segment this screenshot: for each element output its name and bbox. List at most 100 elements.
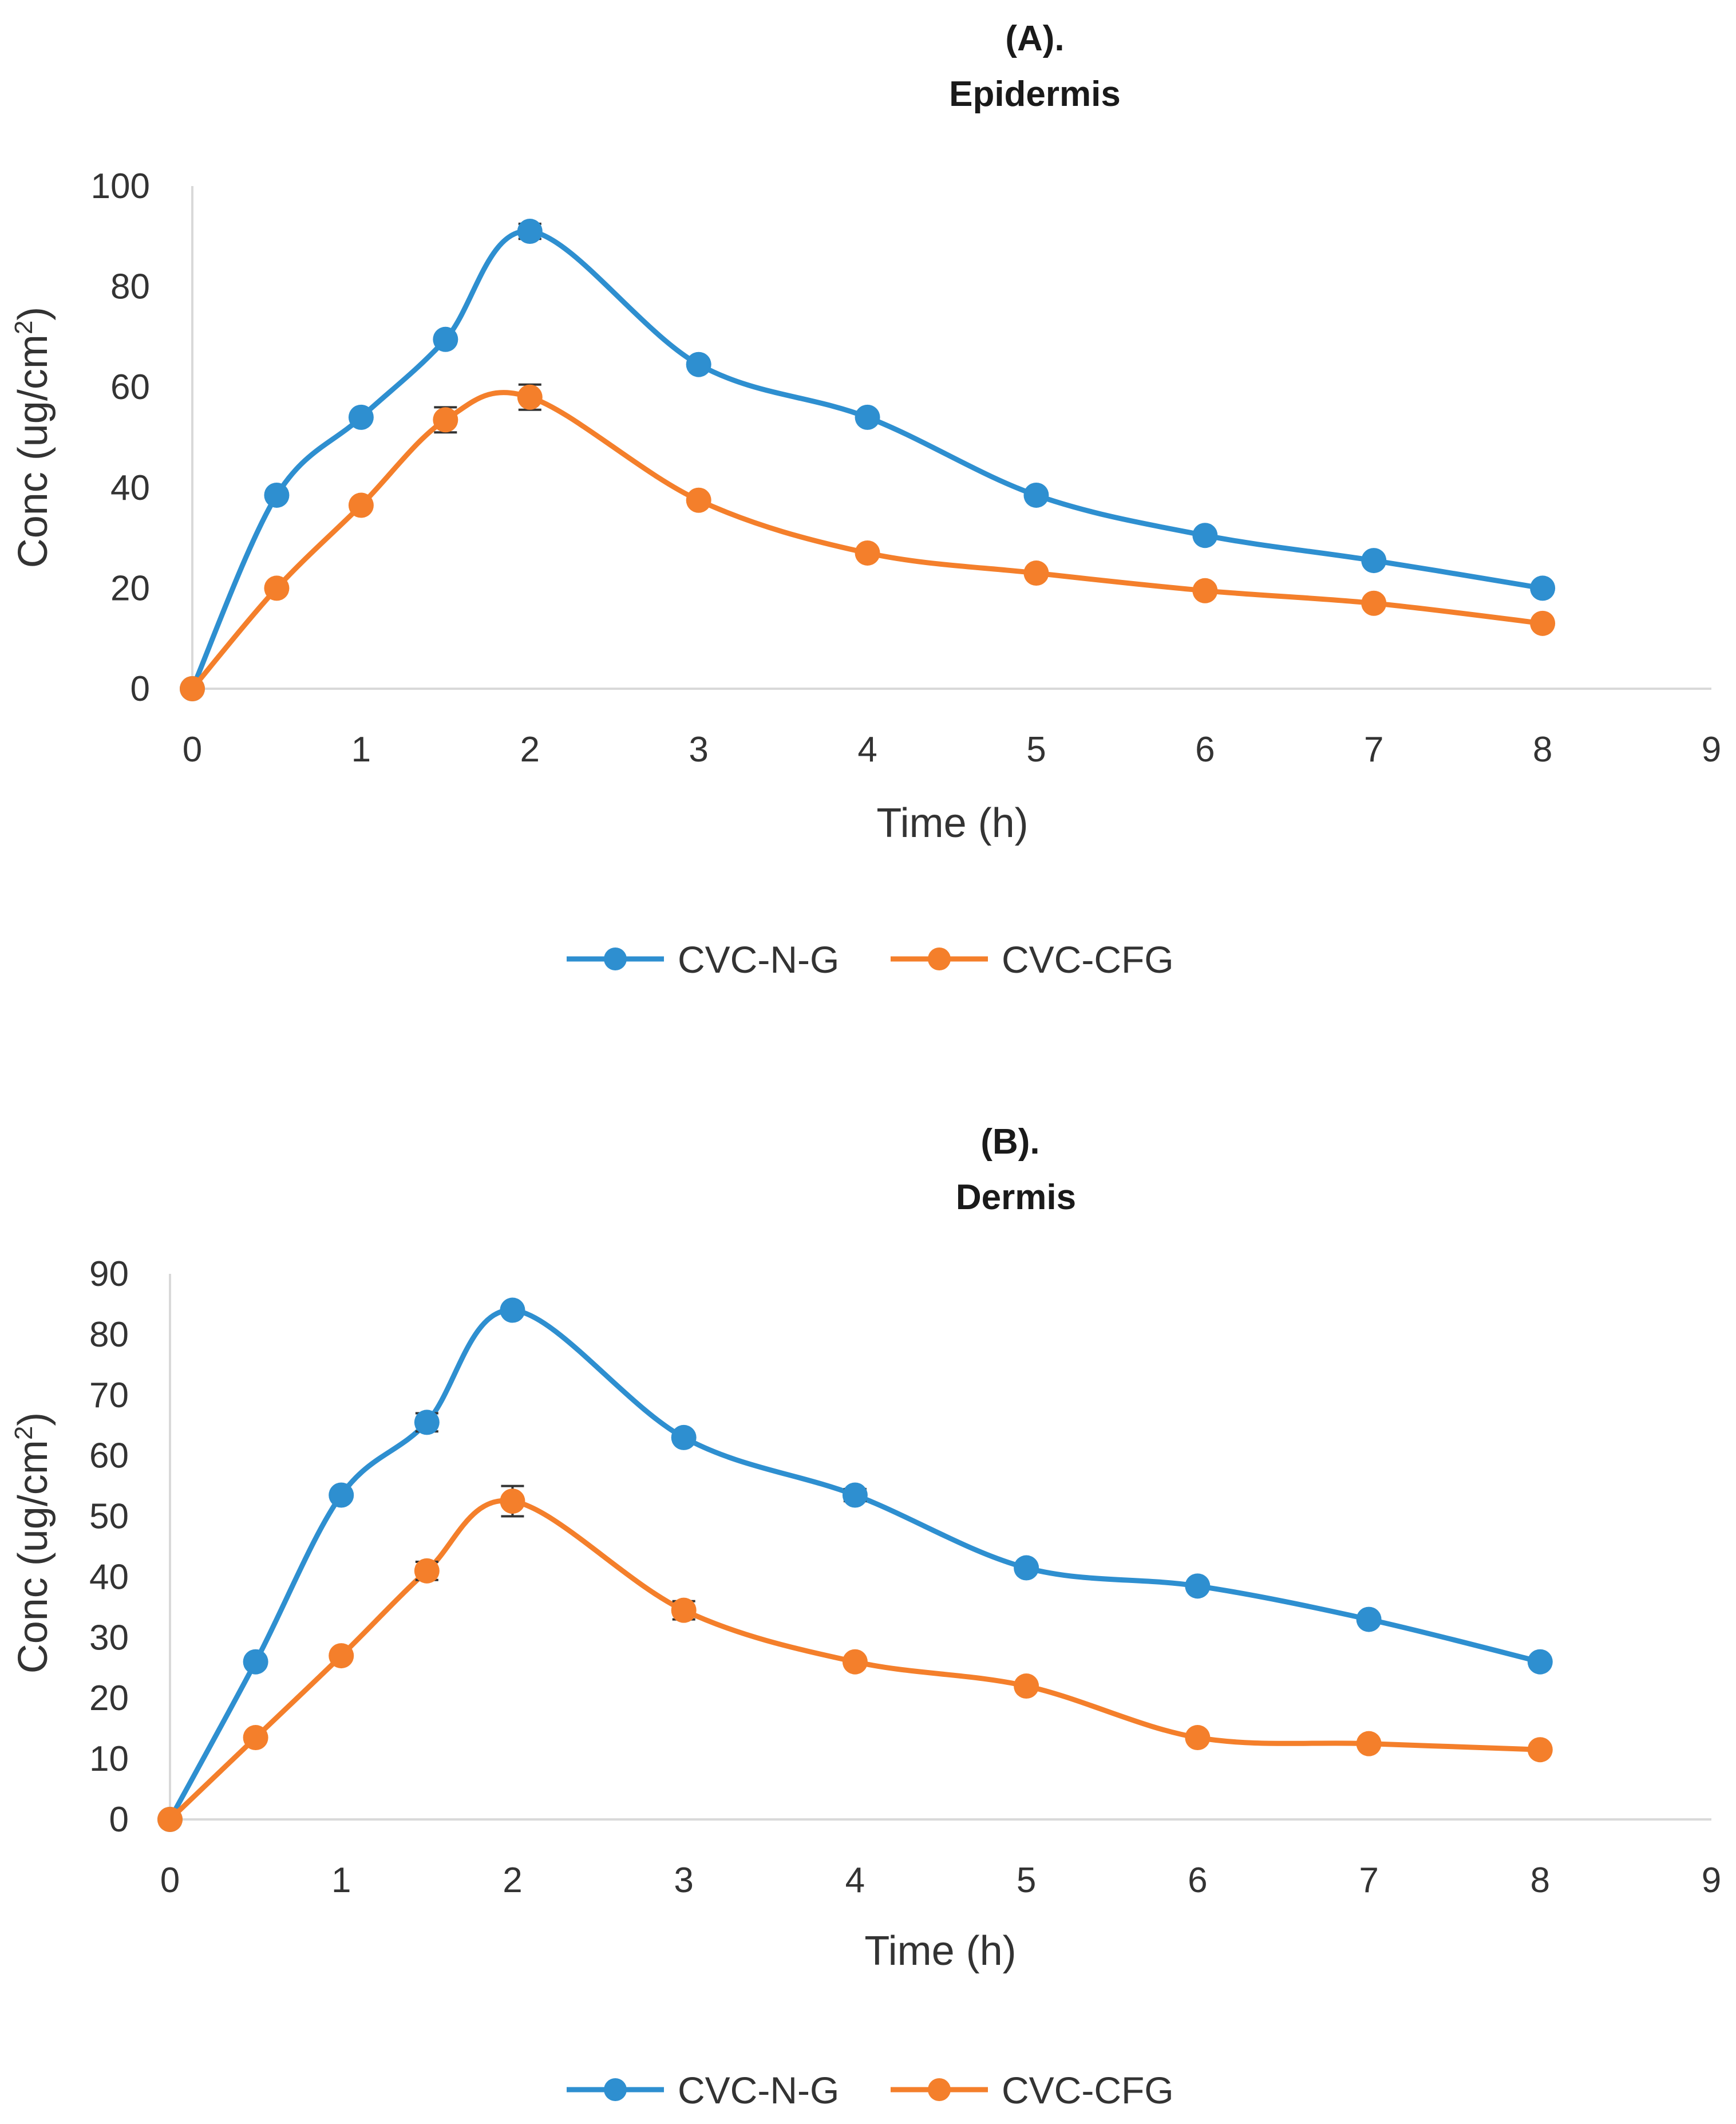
y-axis-title: Conc (ug/cm2) <box>10 307 56 568</box>
data-point <box>1356 1606 1382 1632</box>
data-point <box>1527 1649 1553 1675</box>
legend-swatch-marker <box>928 947 951 970</box>
data-point <box>686 352 711 377</box>
data-point <box>842 1482 868 1508</box>
legend-item-cvc-cfg[interactable]: CVC-CFG <box>891 2069 1174 2111</box>
data-point <box>414 1558 440 1584</box>
x-tick-label: 7 <box>1364 730 1383 769</box>
data-point <box>1023 560 1049 586</box>
y-tick-labels: 0 20 40 60 80 100 <box>91 167 150 709</box>
y-tick-label: 10 <box>89 1739 129 1779</box>
legend-label: CVC-CFG <box>1002 938 1174 981</box>
y-axis-title-close: ) <box>10 307 56 321</box>
y-axis-title-superscript: 2 <box>10 1426 38 1440</box>
y-axis-title-main: Conc (ug/cm <box>10 334 56 568</box>
data-point <box>348 404 374 430</box>
x-tick-label: 3 <box>674 1861 693 1900</box>
x-tick-label: 0 <box>183 730 202 769</box>
data-point <box>1192 523 1218 548</box>
y-tick-label: 60 <box>89 1436 129 1476</box>
y-tick-label: 70 <box>89 1376 129 1415</box>
series-cvc-n-g <box>180 219 1556 701</box>
data-point <box>1530 575 1556 601</box>
y-tick-label: 40 <box>89 1557 129 1597</box>
x-tick-label: 4 <box>845 1861 865 1900</box>
data-point <box>1185 1573 1211 1599</box>
data-point <box>671 1597 697 1623</box>
panel-label: (B). <box>980 1122 1039 1162</box>
x-tick-label: 0 <box>160 1861 180 1900</box>
data-point <box>433 407 458 433</box>
x-axis-title: Time (h) <box>864 1928 1016 1974</box>
x-tick-label: 1 <box>331 1861 351 1900</box>
data-point <box>1192 578 1218 603</box>
data-point <box>842 1649 868 1675</box>
data-point <box>180 676 205 701</box>
series-cvc-cfg <box>157 1485 1553 1832</box>
series-cvc-cfg <box>180 383 1556 701</box>
x-tick-label: 4 <box>857 730 877 769</box>
panel-b-dermis-chart: (B). Dermis 0 10 20 30 40 50 60 70 80 90 0 1 2 3 4 5 6 7… <box>10 1122 1721 2111</box>
x-tick-label: 8 <box>1533 730 1552 769</box>
y-tick-label: 40 <box>110 468 150 508</box>
legend-item-cvc-n-g[interactable]: CVC-N-G <box>567 938 839 981</box>
x-tick-label: 9 <box>1702 730 1721 769</box>
y-tick-label: 90 <box>89 1254 129 1294</box>
series-cvc-n-g <box>157 1297 1553 1832</box>
x-axis-title: Time (h) <box>876 800 1028 846</box>
data-point <box>1185 1725 1211 1751</box>
x-tick-label: 1 <box>351 730 371 769</box>
data-point <box>500 1297 525 1323</box>
panel-a-epidermis-chart: (A). Epidermis 0 20 40 60 80 100 0 1 2 3 4 5 6 7 8 9 T… <box>10 19 1721 981</box>
x-tick-label: 8 <box>1531 1861 1550 1900</box>
x-tick-label: 7 <box>1359 1861 1378 1900</box>
legend-label: CVC-CFG <box>1002 2069 1174 2111</box>
data-point <box>517 219 543 244</box>
data-point <box>1361 590 1387 616</box>
data-point <box>855 404 880 430</box>
chart-title: Dermis <box>956 1178 1076 1217</box>
data-point <box>329 1643 354 1669</box>
data-point <box>1023 482 1049 508</box>
data-point <box>348 492 374 518</box>
data-point <box>517 384 543 410</box>
data-point <box>264 575 290 601</box>
y-axis-title-superscript: 2 <box>10 321 38 334</box>
y-tick-label: 0 <box>131 669 150 709</box>
legend-swatch-marker <box>604 2078 627 2101</box>
y-axis-title: Conc (ug/cm2) <box>10 1412 56 1674</box>
data-point <box>686 487 711 513</box>
legend-item-cvc-n-g[interactable]: CVC-N-G <box>567 2069 839 2111</box>
data-point <box>433 326 458 352</box>
y-tick-label: 30 <box>89 1618 129 1657</box>
x-tick-label: 6 <box>1195 730 1215 769</box>
y-axis-title-close: ) <box>10 1412 56 1426</box>
data-point <box>1527 1737 1553 1763</box>
legend-label: CVC-N-G <box>678 938 839 981</box>
data-point <box>855 540 880 566</box>
legend-label: CVC-N-G <box>678 2069 839 2111</box>
chart-title: Epidermis <box>949 74 1121 114</box>
data-point <box>329 1482 354 1508</box>
data-point <box>243 1649 268 1675</box>
data-point <box>414 1410 440 1435</box>
legend: CVC-N-G CVC-CFG <box>567 2069 1174 2111</box>
y-tick-label: 20 <box>89 1679 129 1718</box>
x-tick-labels: 0 1 2 3 4 5 6 7 8 9 <box>160 1861 1721 1900</box>
data-point <box>671 1424 697 1450</box>
data-point <box>500 1489 525 1514</box>
x-tick-labels: 0 1 2 3 4 5 6 7 8 9 <box>183 730 1721 769</box>
y-tick-label: 20 <box>110 568 150 608</box>
y-axis-title-main: Conc (ug/cm <box>10 1440 56 1673</box>
data-point <box>264 482 290 508</box>
legend-item-cvc-cfg[interactable]: CVC-CFG <box>891 938 1174 981</box>
data-point <box>1014 1673 1039 1699</box>
legend-swatch-marker <box>928 2078 951 2101</box>
legend-swatch-marker <box>604 947 627 970</box>
y-tick-labels: 0 10 20 30 40 50 60 70 80 90 <box>89 1254 129 1839</box>
x-tick-label: 6 <box>1188 1861 1207 1900</box>
y-tick-label: 80 <box>89 1315 129 1355</box>
series-line <box>189 390 1545 692</box>
y-tick-label: 0 <box>109 1800 129 1839</box>
